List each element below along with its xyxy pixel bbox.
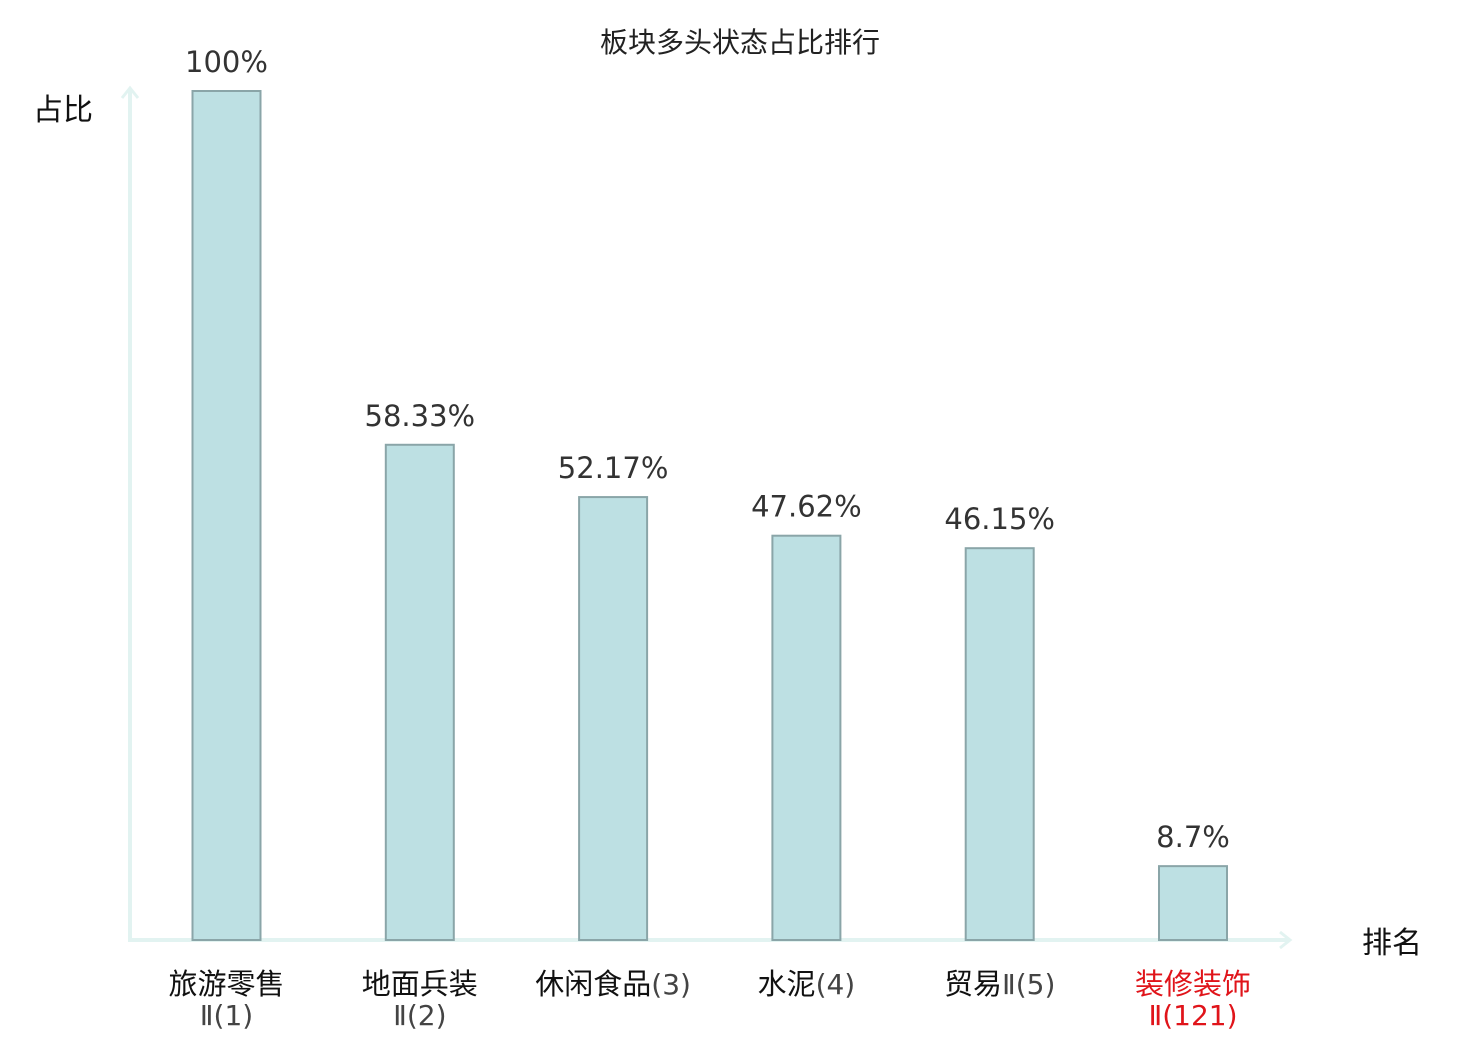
category-rank-3: (3) [651, 968, 691, 1001]
value-label-2: 58.33% [365, 399, 476, 433]
bar-5 [964, 547, 1035, 942]
chart-title: 板块多头状态占比排行 [600, 26, 880, 59]
category-name-6: 装修装饰 [1135, 967, 1251, 1001]
value-label-5: 46.15% [944, 502, 1055, 536]
category-name-1: 旅游零售 [168, 967, 284, 1001]
category-label-5: 贸易Ⅱ(5) [944, 967, 1055, 1001]
bar-2 [384, 443, 455, 941]
bar-3 [578, 496, 649, 941]
category-name-2: 地面兵装 [362, 967, 478, 1001]
bars-group [191, 90, 1228, 942]
bar-4 [771, 534, 842, 941]
category-name-4: 水泥 [758, 967, 816, 1001]
category-rank-4: (4) [816, 968, 856, 1001]
category-name-5: 贸易 [944, 967, 1002, 1001]
bar-1 [191, 90, 262, 941]
value-label-1: 100% [185, 45, 268, 79]
value-label-3: 52.17% [558, 451, 669, 485]
category-label-4: 水泥(4) [758, 967, 856, 1001]
value-label-6: 8.7% [1156, 820, 1230, 854]
category-rank-6: Ⅱ(121) [1148, 999, 1237, 1032]
category-rank-1: Ⅱ(1) [200, 999, 253, 1032]
category-label-3: 休闲食品(3) [535, 967, 691, 1001]
category-rank-2: Ⅱ(2) [393, 999, 446, 1032]
value-label-4: 47.62% [751, 490, 862, 524]
x-axis-label: 排名 [1362, 926, 1422, 961]
y-axis-label: 占比 [33, 93, 93, 128]
category-name-3: 休闲食品 [535, 967, 651, 1001]
value-labels-group: 100% 58.33% 52.17% 47.62% 46.15% 8.7% [185, 45, 1230, 854]
category-rank-5: Ⅱ(5) [1002, 968, 1055, 1001]
bar-6 [1158, 865, 1228, 942]
